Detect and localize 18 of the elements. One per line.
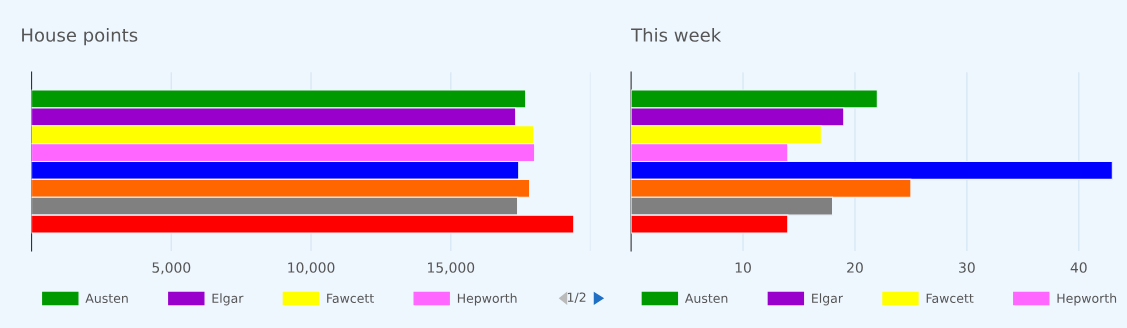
legend-label: Austen <box>684 293 728 303</box>
legend-label: Hepworth <box>457 293 517 306</box>
legend-label: Fawcett <box>327 293 374 303</box>
x-tick-label: 10,000 <box>288 262 335 275</box>
legend-label: Elgar <box>812 293 843 306</box>
legend-label: Hepworth <box>1057 293 1117 306</box>
x-tick-label: 10 <box>735 262 751 273</box>
x-tick-label: 40 <box>1070 262 1087 273</box>
legend-label: Fawcett <box>926 293 974 303</box>
text: 1/2 <box>567 292 586 303</box>
x-tick-label: 30 <box>959 262 975 273</box>
x-tick-label: 15,000 <box>428 262 475 275</box>
chart-title: This week <box>631 27 722 42</box>
legend-label: Austen <box>85 293 128 303</box>
chart-title: House points <box>22 27 138 46</box>
x-tick-label: 5,000 <box>152 262 191 275</box>
legend-label: Elgar <box>212 293 244 306</box>
x-tick-label: 20 <box>847 262 863 273</box>
